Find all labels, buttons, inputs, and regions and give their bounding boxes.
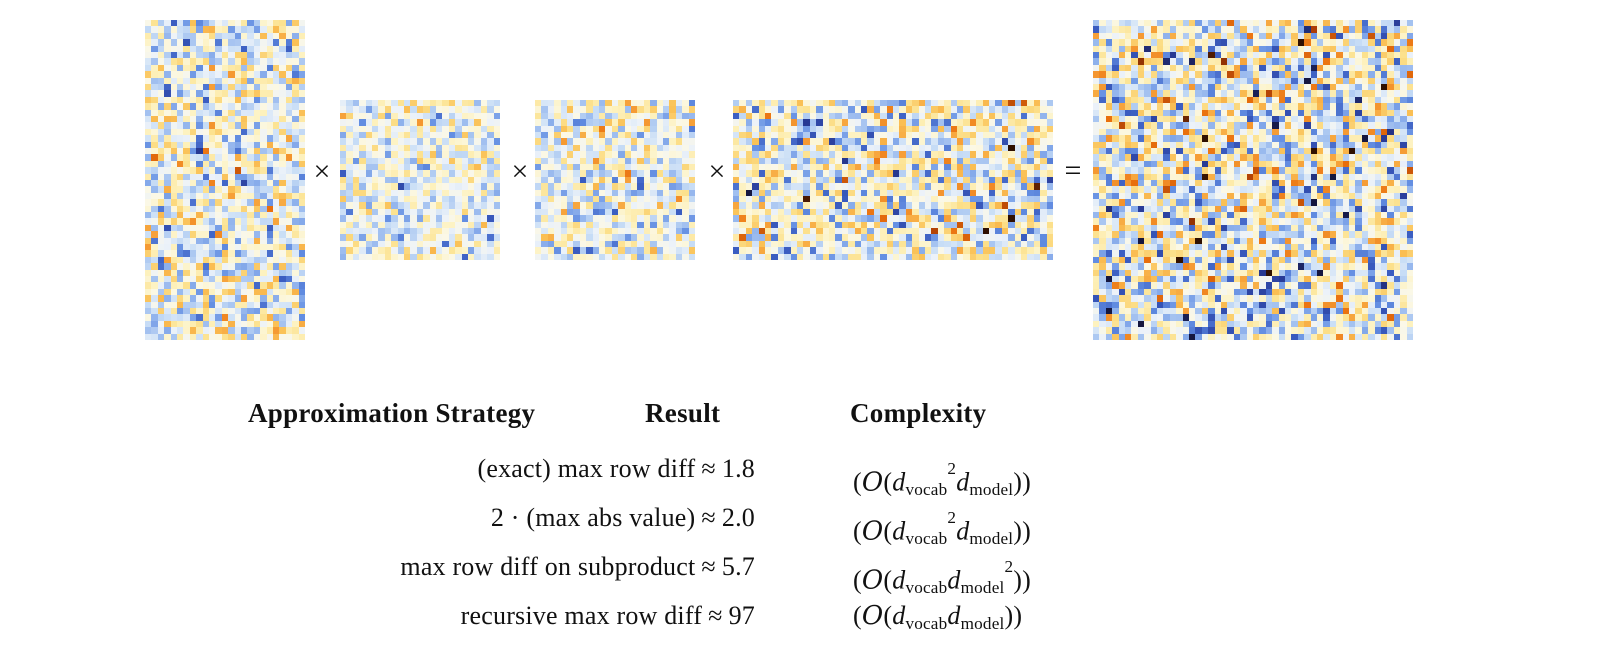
strategy-result-cell: (exact) max row diff ≈1.8 xyxy=(477,452,755,486)
math-token: d xyxy=(956,516,970,546)
math-token: vocab xyxy=(905,613,948,633)
math-token: ( xyxy=(883,516,893,546)
header-approximation-strategy: Approximation Strategy xyxy=(248,398,536,428)
math-token: vocab xyxy=(905,529,948,549)
math-token: d xyxy=(956,467,970,497)
result-value: 97 xyxy=(728,601,755,630)
math-token: )) xyxy=(1013,467,1031,497)
math-token: d xyxy=(892,565,906,595)
math-token: ( xyxy=(883,601,893,630)
approx-symbol: ≈ xyxy=(701,503,716,532)
result-value: 1.8 xyxy=(721,454,755,483)
big-o-symbol: O xyxy=(861,565,884,596)
complexity-cell: (O(dvocabdmodel2)) xyxy=(853,550,1031,605)
big-o-symbol: O xyxy=(861,601,884,631)
math-token: model xyxy=(960,613,1005,633)
math-token: d xyxy=(947,601,961,630)
math-token: model xyxy=(960,578,1005,598)
strategy-label: 2 · (max abs value) xyxy=(490,503,696,532)
matrix-heatmap-square-factor-1 xyxy=(340,100,500,260)
math-token: d xyxy=(892,467,906,497)
math-token: ( xyxy=(883,565,893,595)
multiply-operator-2: × xyxy=(511,155,529,188)
strategy-label: recursive max row diff xyxy=(460,601,703,630)
math-token: )) xyxy=(1013,516,1031,546)
math-token: model xyxy=(969,529,1014,549)
approx-symbol: ≈ xyxy=(701,552,716,581)
math-token: )) xyxy=(1004,601,1023,630)
complexity-cell: (O(dvocab2dmodel)) xyxy=(853,452,1031,507)
header-complexity: Complexity xyxy=(850,398,987,428)
math-token: ( xyxy=(883,467,893,497)
math-token: model xyxy=(969,480,1014,500)
math-token: d xyxy=(892,516,906,546)
math-token: 2 xyxy=(1004,557,1014,576)
math-token: vocab xyxy=(905,480,948,500)
math-token: )) xyxy=(1013,565,1031,595)
result-value: 2.0 xyxy=(721,503,755,532)
result-value: 5.7 xyxy=(721,552,755,581)
strategy-result-cell: max row diff on subproduct ≈5.7 xyxy=(400,550,755,584)
math-token: ( xyxy=(853,467,862,497)
math-token: ( xyxy=(853,565,862,595)
strategy-result-cell: 2 · (max abs value) ≈2.0 xyxy=(491,501,755,535)
approx-symbol: ≈ xyxy=(701,454,716,483)
equals-operator: = xyxy=(1064,154,1082,187)
matrix-heatmap-wide-factor xyxy=(733,100,1053,260)
strategy-label: max row diff on subproduct xyxy=(400,552,696,581)
math-token: vocab xyxy=(905,578,948,598)
math-token: ( xyxy=(853,516,862,546)
complexity-cell: (O(dvocab2dmodel)) xyxy=(853,501,1031,556)
big-o-symbol: O xyxy=(861,467,884,498)
math-token: d xyxy=(892,601,906,630)
complexity-cell: (O(dvocabdmodel)) xyxy=(853,599,1022,641)
math-token: ( xyxy=(853,601,862,630)
matrix-heatmap-product-result xyxy=(1093,20,1413,340)
approx-symbol: ≈ xyxy=(708,601,723,630)
matrix-heatmap-tall-factor xyxy=(145,20,305,340)
multiply-operator-1: × xyxy=(313,155,331,188)
strategy-result-cell: recursive max row diff ≈97 xyxy=(461,599,755,633)
multiply-operator-3: × xyxy=(708,155,726,188)
big-o-symbol: O xyxy=(861,516,884,547)
strategy-label: (exact) max row diff xyxy=(477,454,696,483)
matrix-heatmap-square-factor-2 xyxy=(535,100,695,260)
math-token: d xyxy=(947,565,961,595)
header-result: Result xyxy=(645,398,721,428)
math-token: 2 xyxy=(947,508,957,527)
math-token: 2 xyxy=(947,459,957,478)
